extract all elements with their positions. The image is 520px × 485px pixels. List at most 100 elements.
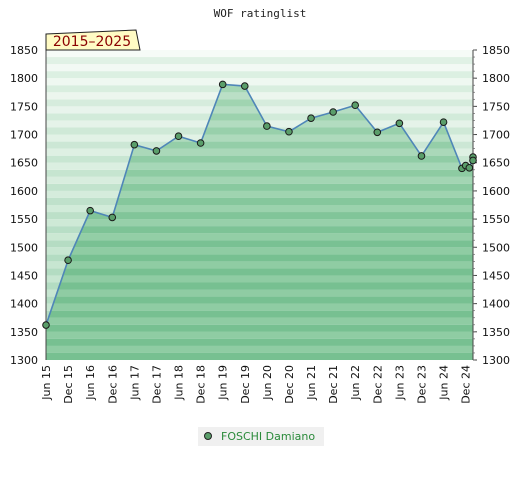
- period-badge-label: 2015–2025: [53, 34, 131, 50]
- x-tick-label: Jun 18: [173, 365, 186, 401]
- band: [46, 261, 473, 269]
- y-tick-label-left: 1400: [10, 298, 38, 311]
- band: [46, 113, 473, 121]
- data-point: [329, 108, 337, 116]
- band: [46, 197, 473, 205]
- band: [46, 134, 473, 142]
- x-tick-label: Dec 18: [195, 365, 208, 404]
- data-point: [174, 132, 183, 141]
- band: [46, 310, 473, 318]
- x-tick-label: Dec 21: [327, 365, 340, 404]
- band: [46, 155, 473, 163]
- band: [46, 71, 473, 79]
- y-tick-label-right: 1600: [482, 185, 510, 198]
- band: [46, 240, 473, 248]
- data-point: [465, 164, 474, 172]
- band: [46, 212, 473, 220]
- y-tick-label-left: 1500: [10, 241, 38, 254]
- y-tick-label-left: 1850: [10, 44, 38, 57]
- legend-label: FOSCHI Damiano: [221, 430, 315, 443]
- x-tick-label: Dec 15: [62, 365, 75, 404]
- band: [46, 324, 473, 332]
- data-point: [373, 128, 382, 137]
- band: [46, 331, 473, 339]
- legend[interactable]: FOSCHI Damiano: [198, 427, 324, 446]
- y-tick-label-left: 1750: [10, 100, 38, 113]
- data-point: [469, 156, 477, 165]
- band: [46, 226, 473, 234]
- band: [46, 219, 473, 227]
- y-tick-label-right: 1550: [482, 213, 510, 226]
- y-tick-label-left: 1650: [10, 157, 38, 170]
- y-tick-label-right: 1850: [482, 44, 510, 57]
- data-point: [285, 127, 293, 136]
- area-fill: [46, 84, 473, 360]
- data-point: [108, 213, 117, 222]
- data-point: [196, 139, 205, 147]
- y-tick-label-left: 1600: [10, 185, 38, 198]
- band: [46, 127, 473, 135]
- axes: 1300 1300 1350 1350 1400 1400 1450 1450 1500 1500…: [10, 44, 510, 404]
- x-tick-label: Jun 19: [217, 365, 230, 401]
- data-point: [42, 321, 50, 329]
- y-tick-label-right: 1350: [482, 326, 510, 339]
- y-tick-label-left: 1700: [10, 129, 38, 142]
- band: [46, 85, 473, 93]
- band: [46, 190, 473, 198]
- band: [46, 268, 473, 276]
- period-badge: 2015–2025: [45, 29, 141, 51]
- x-tick-label: Dec 17: [150, 365, 163, 404]
- x-tick-label: Jun 17: [128, 365, 141, 401]
- x-tick-label: Dec 16: [106, 365, 119, 404]
- y-tick-label-left: 1550: [10, 213, 38, 226]
- data-point: [152, 147, 161, 155]
- y-tick-label-left: 1450: [10, 269, 38, 282]
- band: [46, 169, 473, 177]
- band: [46, 282, 473, 290]
- data-point: [439, 118, 448, 126]
- band: [46, 106, 473, 114]
- background-bands: [46, 50, 473, 360]
- y-tick-label-right: 1500: [482, 241, 510, 254]
- data-point: [86, 206, 94, 215]
- x-tick-label: Dec 22: [371, 365, 384, 404]
- x-tick-label: Jun 20: [261, 365, 274, 401]
- band: [46, 162, 473, 170]
- x-tick-label: Jun 24: [438, 365, 451, 401]
- series-area: [45, 50, 474, 360]
- band: [46, 275, 473, 283]
- legend-box: [198, 427, 324, 446]
- band: [46, 176, 473, 184]
- band: [46, 345, 473, 353]
- band: [46, 78, 473, 86]
- x-tick-label: Jun 21: [305, 365, 318, 401]
- band: [46, 296, 473, 304]
- y-tick-label-right: 1700: [482, 129, 510, 142]
- data-point: [218, 80, 227, 89]
- band: [46, 254, 473, 262]
- band: [46, 247, 473, 255]
- band: [46, 64, 473, 72]
- y-tick-label-left: 1300: [10, 354, 38, 367]
- chart-title: WOF ratinglist: [214, 7, 307, 20]
- band: [46, 289, 473, 297]
- y-tick-label-right: 1800: [482, 72, 510, 85]
- x-tick-label: Jun 23: [393, 365, 406, 401]
- y-tick-label-right: 1450: [482, 269, 510, 282]
- y-tick-label-left: 1800: [10, 72, 38, 85]
- data-point: [351, 101, 360, 110]
- y-tick-label-left: 1350: [10, 326, 38, 339]
- y-tick-label-right: 1400: [482, 298, 510, 311]
- x-tick-label: Dec 19: [239, 365, 252, 404]
- y-tick-label-right: 1300: [482, 354, 510, 367]
- band: [46, 120, 473, 128]
- legend-marker: [204, 432, 212, 440]
- x-tick-label: Dec 24: [460, 365, 473, 404]
- band: [46, 233, 473, 241]
- data-point: [130, 140, 139, 149]
- x-tick-label: Jun 15: [40, 365, 53, 401]
- data-point: [263, 122, 271, 130]
- band: [46, 352, 473, 360]
